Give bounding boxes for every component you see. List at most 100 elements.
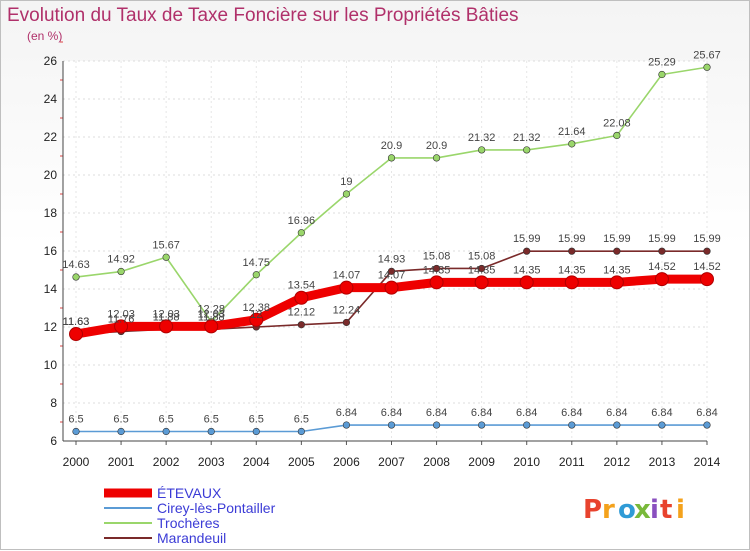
data-point	[117, 267, 125, 276]
data-label: 15.99	[648, 233, 676, 245]
data-label: 20.9	[381, 140, 402, 152]
data-label: 15.99	[558, 233, 586, 245]
data-point	[342, 318, 351, 327]
x-tick-label: 2012	[604, 455, 631, 469]
data-point	[72, 427, 80, 436]
data-label: 15.08	[423, 250, 451, 262]
data-point	[207, 427, 215, 436]
data-label: 6.84	[516, 407, 537, 419]
data-label: 15.08	[468, 250, 496, 262]
data-label: 14.35	[468, 264, 496, 276]
data-point	[658, 247, 666, 255]
data-label: 16.96	[288, 215, 316, 227]
data-point	[658, 70, 666, 79]
data-label: 6.84	[561, 407, 582, 419]
data-point	[297, 427, 305, 436]
data-point	[72, 273, 80, 281]
data-label: 12	[250, 309, 262, 321]
logo-letter: i	[650, 495, 659, 525]
data-point	[117, 427, 125, 436]
data-point	[252, 271, 260, 279]
data-label: 12.12	[288, 307, 316, 319]
data-label: 6.84	[336, 407, 357, 419]
data-point	[658, 421, 666, 429]
data-point	[204, 319, 219, 334]
data-label: 21.32	[513, 132, 541, 144]
data-point	[429, 275, 444, 290]
data-label: 6.84	[381, 407, 402, 419]
x-tick-label: 2000	[63, 455, 90, 469]
data-label: 6.5	[294, 414, 309, 426]
data-label: 15.99	[513, 233, 541, 245]
data-point	[564, 275, 579, 290]
x-tick-label: 2011	[559, 455, 585, 469]
data-point	[478, 146, 486, 154]
y-tick-label: 20	[44, 168, 58, 182]
data-point	[478, 421, 486, 429]
data-point	[297, 321, 305, 329]
data-label: 14.63	[62, 259, 90, 271]
logo-letter: r	[602, 495, 615, 525]
logo-letter: o	[618, 495, 636, 525]
data-label: 11.76	[108, 314, 135, 326]
data-point	[387, 267, 396, 275]
data-point	[432, 154, 441, 162]
data-point	[162, 253, 170, 261]
data-point	[568, 140, 576, 148]
y-tick-label: 10	[44, 358, 58, 372]
logo-letter: t	[660, 495, 672, 525]
data-point	[342, 421, 351, 429]
data-label: 6.5	[204, 414, 219, 426]
data-label: 11.63	[63, 316, 90, 328]
y-tick-label: 26	[44, 54, 58, 68]
legend-label: ÉTEVAUX	[157, 485, 222, 501]
data-label: 14.35	[558, 264, 586, 276]
y-tick-label: 14	[44, 282, 58, 296]
data-label: 14.07	[378, 270, 406, 282]
data-label: 20.9	[426, 140, 447, 152]
logo-letter: P	[583, 495, 602, 525]
data-label: 6.84	[696, 407, 717, 419]
data-label: 6.84	[471, 407, 492, 419]
x-tick-label: 2010	[513, 455, 540, 469]
data-label: 12.38	[243, 302, 271, 314]
data-point	[162, 427, 170, 436]
data-label: 12.03	[197, 308, 225, 320]
data-label: 14.35	[603, 264, 631, 276]
data-point	[700, 272, 714, 287]
data-point	[339, 280, 354, 295]
data-label: 6.84	[426, 407, 447, 419]
y-tick-label: 16	[44, 244, 58, 258]
data-point	[114, 319, 129, 334]
data-point	[703, 421, 711, 429]
data-point	[568, 421, 576, 429]
data-point	[387, 421, 396, 429]
x-tick-label: 2006	[333, 455, 360, 469]
data-point	[613, 247, 621, 255]
data-label: 14.52	[693, 261, 721, 273]
data-label: 6.5	[113, 414, 128, 426]
data-label: 19	[340, 176, 352, 188]
data-point	[523, 421, 531, 429]
data-point	[69, 327, 83, 342]
data-label: 15.99	[693, 233, 721, 245]
data-label: 25.29	[648, 56, 676, 68]
x-tick-label: 2004	[243, 455, 270, 469]
data-label: 13.54	[288, 280, 316, 292]
data-label: 6.5	[158, 414, 173, 426]
data-point	[249, 312, 264, 327]
data-point	[474, 275, 489, 290]
data-label: 21.64	[558, 126, 586, 138]
data-label: 6.84	[606, 407, 627, 419]
data-label: 15.67	[152, 239, 180, 251]
data-point	[297, 229, 305, 237]
x-tick-label: 2007	[378, 455, 405, 469]
data-point	[432, 264, 441, 273]
data-point	[478, 264, 486, 273]
y-tick-label: 6	[50, 434, 57, 448]
data-point	[609, 275, 624, 290]
data-point	[703, 63, 711, 71]
x-tick-label: 2009	[468, 455, 495, 469]
data-label: 11.63	[63, 316, 90, 328]
